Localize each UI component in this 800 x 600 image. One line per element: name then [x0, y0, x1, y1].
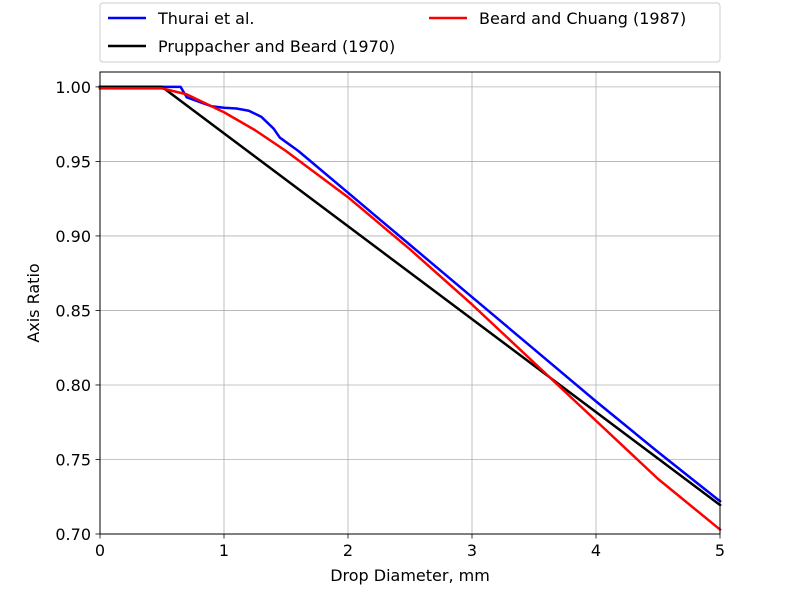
x-tick-label: 2 — [343, 541, 353, 560]
y-tick-label: 0.85 — [55, 301, 91, 320]
y-tick-label: 0.90 — [55, 227, 91, 246]
x-tick-label: 5 — [715, 541, 725, 560]
x-tick-label: 0 — [95, 541, 105, 560]
x-tick-label: 1 — [219, 541, 229, 560]
y-axis-label: Axis Ratio — [24, 263, 43, 342]
axis-ticks: 0 1 2 3 4 5 0.70 0.75 0.80 0.85 0.90 0.95 1.00 — [55, 78, 725, 560]
y-tick-label: 0.95 — [55, 152, 91, 171]
legend-label-pruppacher: Pruppacher and Beard (1970) — [158, 37, 395, 56]
legend-label-thurai: Thurai et al. — [157, 9, 255, 28]
y-tick-label: 0.80 — [55, 376, 91, 395]
plot-frame — [99, 71, 721, 535]
thurai-series-line — [98, 85, 722, 503]
y-tick-label: 1.00 — [55, 78, 91, 97]
legend: Thurai et al. Pruppacher and Beard (1970… — [99, 2, 721, 63]
y-tick-label: 0.75 — [55, 450, 91, 469]
x-tick-label: 4 — [591, 541, 601, 560]
y-tick-label: 0.70 — [55, 525, 91, 544]
x-axis-label: Drop Diameter, mm — [330, 566, 490, 585]
series-lines — [98, 85, 722, 532]
beard-chuang-series-line — [98, 87, 722, 532]
pruppacher-series-line — [98, 85, 722, 507]
x-tick-label: 3 — [467, 541, 477, 560]
legend-frame — [99, 2, 721, 63]
legend-label-beard-chuang: Beard and Chuang (1987) — [479, 9, 686, 28]
grid — [99, 72, 721, 535]
